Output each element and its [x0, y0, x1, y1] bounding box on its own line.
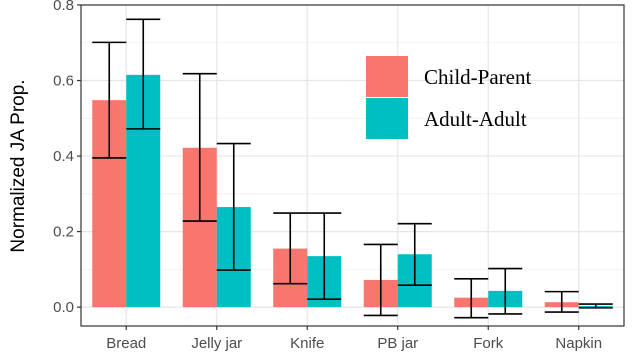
x-tick-label: Jelly jar — [191, 335, 242, 352]
x-tick-label: Knife — [290, 335, 324, 352]
legend-key-adult-adult — [366, 98, 408, 139]
y-tick-label: 0.6 — [53, 73, 74, 90]
y-tick-label: 0.2 — [53, 224, 74, 241]
legend-label: Child-Parent — [424, 65, 531, 89]
x-tick-label: Napkin — [555, 335, 602, 352]
y-tick-label: 0.8 — [53, 0, 74, 14]
legend-key-child-parent — [366, 56, 408, 97]
y-tick-label: 0.4 — [53, 148, 74, 165]
error-bars — [92, 18, 613, 319]
legend-label: Adult-Adult — [424, 107, 527, 131]
plot-panel-border — [80, 4, 625, 327]
x-tick-label: Bread — [106, 335, 146, 352]
x-tick-label: Fork — [473, 335, 504, 352]
y-tick-label: 0.0 — [53, 299, 74, 316]
y-axis: 0.0 0.2 0.4 0.6 0.8 — [53, 0, 81, 316]
y-axis-title: Normalized JA Prop. — [8, 79, 29, 252]
x-tick-label: PB jar — [377, 335, 418, 352]
legend: Child-Parent Adult-Adult — [366, 56, 531, 139]
x-axis: Bread Jelly jar Knife PB jar Fork Napkin — [106, 326, 602, 352]
